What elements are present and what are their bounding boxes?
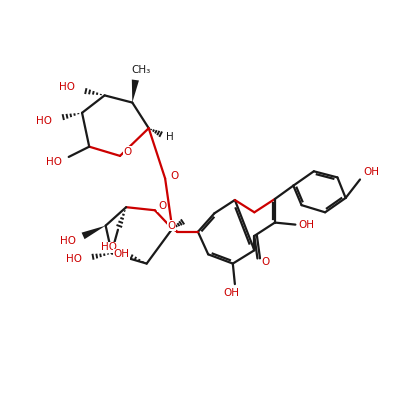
- Text: HO: HO: [36, 116, 52, 126]
- Text: H: H: [166, 132, 174, 142]
- Polygon shape: [132, 80, 139, 102]
- Text: O: O: [158, 201, 166, 211]
- Text: O: O: [167, 221, 176, 231]
- Text: OH: OH: [363, 167, 379, 177]
- Text: OH: OH: [224, 288, 240, 298]
- Text: O: O: [123, 147, 131, 157]
- Text: OH: OH: [299, 220, 315, 230]
- Text: HO: HO: [66, 254, 82, 264]
- Polygon shape: [82, 226, 106, 239]
- Text: HO: HO: [60, 236, 76, 246]
- Text: O: O: [170, 172, 178, 182]
- Text: HO: HO: [59, 82, 75, 92]
- Text: CH₃: CH₃: [131, 65, 150, 75]
- Text: OH: OH: [113, 249, 129, 259]
- Text: HO: HO: [46, 157, 62, 167]
- Text: HO: HO: [101, 242, 117, 252]
- Text: O: O: [262, 256, 270, 266]
